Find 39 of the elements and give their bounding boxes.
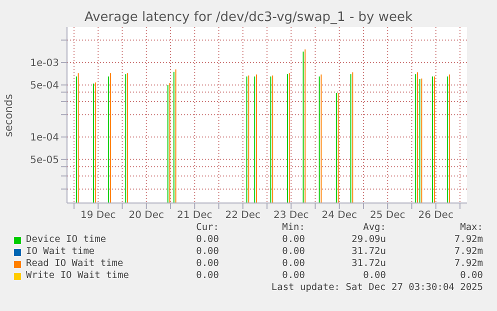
text: 7.92m: [454, 234, 483, 245]
y-tick-label: 1e-03: [30, 58, 59, 70]
text: 0.00: [196, 258, 219, 269]
text: 29.09u: [352, 234, 386, 245]
y-tick-label: 1e-04: [30, 132, 59, 144]
text: 0.00: [282, 234, 305, 245]
y-axis-title: seconds: [3, 94, 15, 137]
text: Min:: [282, 222, 305, 233]
text: 0.00: [282, 258, 305, 269]
text: 7.92m: [454, 246, 483, 257]
x-tick-label: 26 Dec: [418, 210, 454, 222]
y-tick-label: 5e-05: [30, 154, 59, 166]
legend-label: Read IO Wait time: [26, 258, 124, 269]
text: 0.00: [196, 270, 219, 281]
text: 0.00: [460, 270, 483, 281]
legend-label: Write IO Wait time: [26, 270, 129, 281]
x-tick-label: 19 Dec: [80, 210, 116, 222]
text: 31.72u: [352, 258, 386, 269]
text: Avg:: [363, 222, 386, 233]
text: 0.00: [363, 270, 386, 281]
legend-label: IO Wait time: [26, 246, 95, 257]
x-tick-label: 24 Dec: [322, 210, 357, 222]
text: 7.92m: [454, 258, 483, 269]
chart-title: Average latency for /dev/dc3-vg/swap_1 - by week: [83, 10, 414, 25]
text: Cur:: [196, 222, 219, 233]
x-tick-label: 20 Dec: [128, 210, 164, 222]
x-tick-label: 22 Dec: [225, 210, 261, 222]
text: 31.72u: [352, 246, 386, 257]
x-tick-label: 21 Dec: [177, 210, 212, 222]
text: 0.00: [196, 234, 219, 245]
text: 0.00: [282, 270, 305, 281]
y-tick-label: 5e-04: [30, 80, 59, 92]
text: Max:: [460, 222, 483, 233]
text: 0.00: [282, 246, 305, 257]
text: Last update: Sat Dec 27 03:30:04 2025: [271, 282, 483, 293]
legend-label: Device IO time: [26, 234, 106, 245]
x-tick-label: 23 Dec: [273, 210, 309, 222]
x-tick-label: 25 Dec: [370, 210, 406, 222]
text: 0.00: [196, 246, 219, 257]
